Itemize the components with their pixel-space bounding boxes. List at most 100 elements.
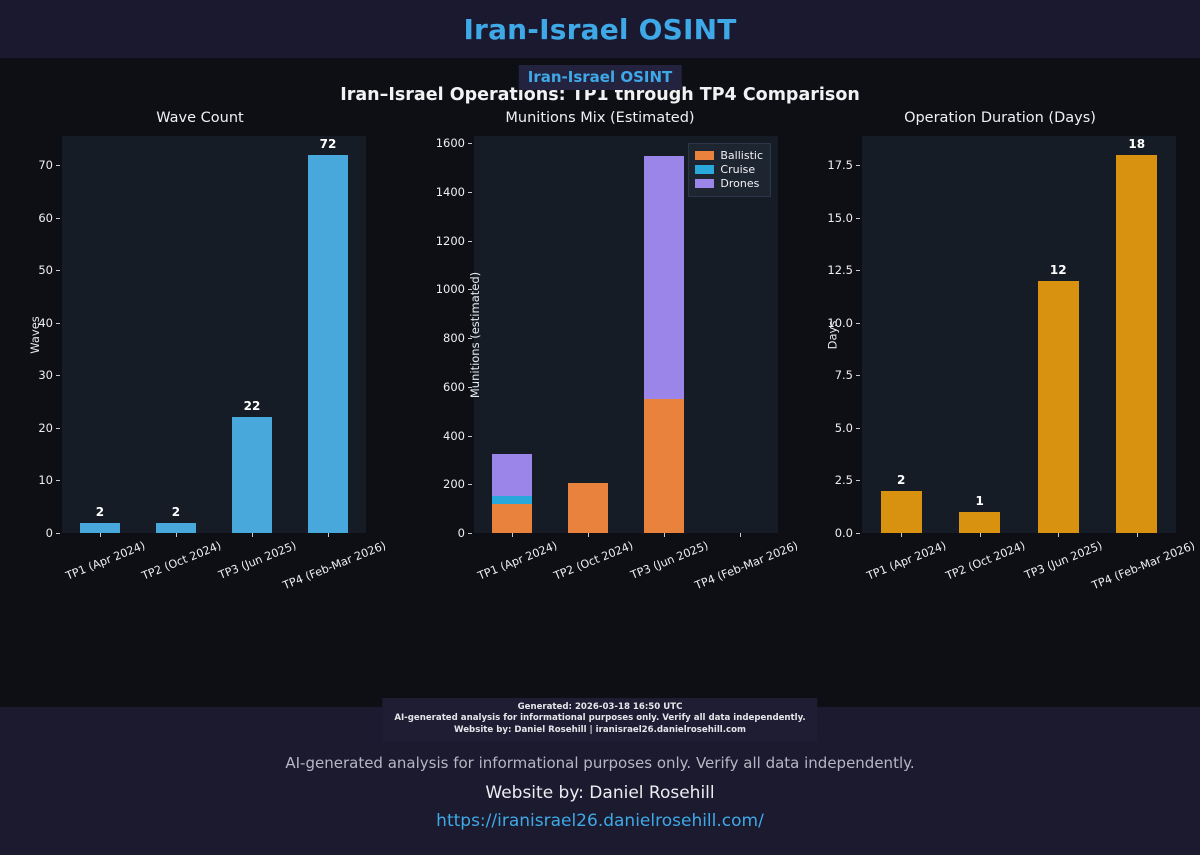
bar[interactable]: 2 [80,505,120,533]
bar[interactable]: 2 [880,473,922,533]
bar[interactable] [644,155,684,533]
y-tick-label: 40 [38,316,62,330]
x-tick-label: TP1 (Apr 2024) [865,539,949,583]
legend-label: Ballistic [720,149,763,162]
bar[interactable] [492,453,532,533]
chart-panel-wave-count: Wave Count Waves 0 10 20 30 40 50 60 70 2 2 22 72 … [0,110,400,670]
bars-wave-count: 2 2 22 72 [62,136,366,533]
footer-disclaimer: AI-generated analysis for informational … [285,754,915,772]
inner-caption-box: Generated: 2026-03-18 16:50 UTC AI-gener… [382,697,818,741]
top-banner: Iran-Israel OSINT [0,0,1200,58]
x-tick-mark [328,533,329,537]
bar[interactable]: 1 [959,494,1001,533]
legend-swatch-drones [695,179,715,188]
legend-label: Cruise [720,163,756,176]
footer-website-link[interactable]: https://iranisrael26.danielrosehill.com/ [436,811,764,831]
chart-panels: Wave Count Waves 0 10 20 30 40 50 60 70 2 2 22 72 … [0,110,1200,670]
y-tick-label: 60 [38,211,62,225]
legend-munitions-mix: Ballistic Cruise Drones [688,143,771,197]
plot-wrap-operation-duration: Days 0.0 2.5 5.0 7.5 10.0 12.5 15.0 17.5 2 1 12 18… [825,136,1197,592]
figure-suptitle: Iran–Israel Operations: TP1 through TP4 … [340,85,860,105]
chart-title-wave-count: Wave Count [156,110,244,126]
y-tick-label: 2.5 [835,473,862,487]
bars-operation-duration: 2 1 12 18 [862,136,1176,533]
x-tick-mark [176,533,177,537]
x-tick-label: TP3 (Jun 2025) [628,539,711,582]
y-tick-label: 400 [443,429,474,443]
x-tick-label: TP1 (Apr 2024) [63,539,148,583]
y-tick-label: 5.0 [835,421,862,435]
bar-value-label: 2 [897,473,906,487]
y-tick-label: 30 [38,368,62,382]
bar-value-label: 2 [171,504,181,519]
y-tick-label: 1600 [436,136,474,150]
x-tick-mark [979,533,981,537]
bar[interactable]: 2 [156,505,196,533]
y-tick-label: 12.5 [827,263,862,277]
bar-value-label: 1 [975,494,984,508]
chart-title-operation-duration: Operation Duration (Days) [904,110,1096,126]
legend-label: Drones [720,177,760,190]
bars-munitions-mix [474,136,778,533]
x-tick-mark [901,533,903,537]
bar-segment-ballistic[interactable] [644,399,684,533]
inner-caption-generated: Generated: 2026-03-18 16:50 UTC [517,701,683,712]
legend-item[interactable]: Cruise [695,163,763,176]
bar-segment-ballistic[interactable] [568,483,608,533]
x-tick-mark [100,533,101,537]
x-tick-label: TP2 (Oct 2024) [139,539,224,583]
y-tick-label: 15.0 [827,211,862,225]
y-tick-label: 7.5 [835,368,862,382]
bar-segment-drones[interactable] [492,453,532,497]
legend-item[interactable]: Ballistic [695,149,763,162]
y-tick-label: 50 [38,263,62,277]
bar-value-label: 22 [243,399,261,414]
legend-swatch-ballistic [695,151,715,160]
y-tick-label: 10 [38,473,62,487]
inner-caption-disclaimer: AI-generated analysis for informational … [394,713,806,724]
x-tick-label: TP1 (Apr 2024) [475,539,560,583]
x-tick-mark [1136,533,1138,537]
x-tick-mark [588,533,589,537]
bar[interactable]: 12 [1037,263,1079,533]
bar-segment-ballistic[interactable] [492,503,532,533]
bar-value-label: 18 [1128,136,1146,151]
bar-segment-cruise[interactable] [492,496,532,504]
x-tick-label: TP2 (Oct 2024) [551,539,636,583]
figure-area: Iran-Israel OSINT Iran–Israel Operations… [0,58,1200,741]
legend-item[interactable]: Drones [695,177,763,190]
x-tick-mark [252,533,253,537]
y-tick-label: 1400 [436,185,474,199]
legend-swatch-cruise [695,165,715,174]
x-tick-mark [740,533,741,537]
y-tick-label: 0 [458,526,474,540]
footer-website-credit: Website by: Daniel Rosehill [485,783,715,803]
x-tick-mark [1058,533,1060,537]
bar[interactable]: 18 [1116,137,1158,533]
bar-value-label: 2 [95,504,105,519]
y-tick-label: 1000 [436,282,474,296]
bar-value-label: 12 [1049,262,1067,277]
bar[interactable]: 22 [232,399,272,533]
y-tick-label: 1200 [436,234,474,248]
plot-wrap-wave-count: Waves 0 10 20 30 40 50 60 70 2 2 22 72 TP1 (Apr 20… [28,136,388,592]
x-tick-label: TP3 (Jun 2025) [1023,539,1105,582]
chart-panel-operation-duration: Operation Duration (Days) Days 0.0 2.5 5.0… [800,110,1200,670]
y-tick-label: 600 [443,380,474,394]
x-tick-mark [512,533,513,537]
y-tick-label: 800 [443,331,474,345]
y-tick-label: 0 [46,526,62,540]
y-tick-label: 0.0 [835,526,862,540]
x-tick-label: TP4 (Feb-Mar 2026) [1089,539,1197,593]
inner-caption-website: Website by: Daniel Rosehill | iranisrael… [454,724,746,735]
bar[interactable]: 72 [308,137,348,533]
bar[interactable] [568,483,608,533]
x-tick-label: TP3 (Jun 2025) [216,539,299,582]
y-tick-label: 10.0 [827,316,862,330]
bar-segment-drones[interactable] [644,155,684,400]
y-tick-label: 200 [443,477,474,491]
bar-value-label: 72 [319,136,337,151]
x-tick-mark [664,533,665,537]
x-tick-label: TP2 (Oct 2024) [943,539,1027,583]
y-tick-label: 70 [38,158,62,172]
